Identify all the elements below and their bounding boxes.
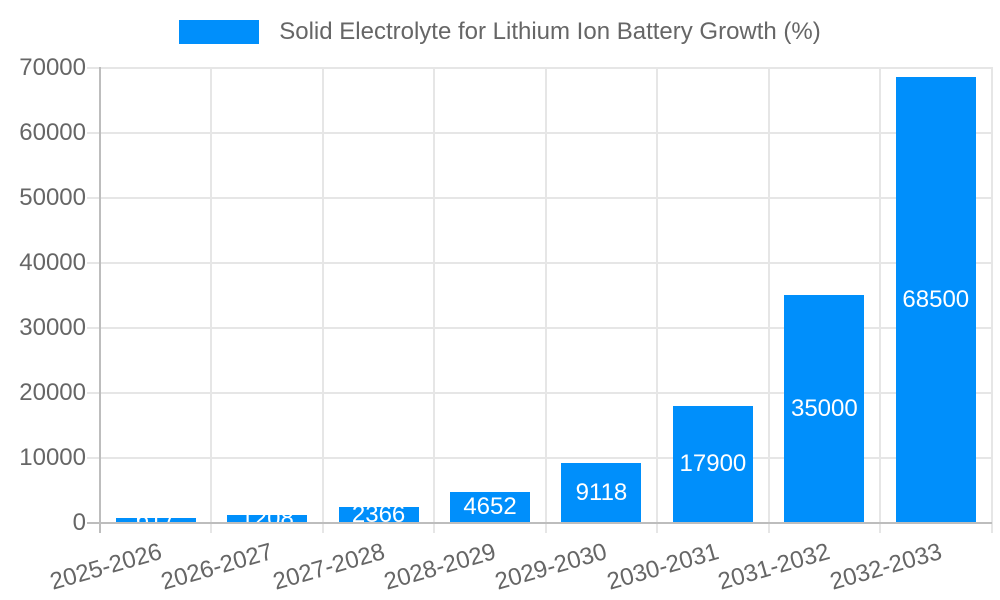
x-gridline (990, 66, 993, 533)
y-gridline (87, 326, 992, 329)
bar-value-label: 4652 (463, 493, 517, 521)
y-axis-tick-label: 70000 (19, 53, 86, 81)
bar[interactable] (450, 492, 531, 523)
legend-swatch-icon (179, 20, 260, 44)
x-axis-line (87, 521, 992, 524)
legend-label: Solid Electrolyte for Lithium Ion Batter… (279, 18, 821, 45)
bar[interactable] (115, 518, 196, 523)
y-gridline (87, 261, 992, 264)
x-gridline (210, 66, 213, 533)
bar[interactable] (227, 514, 308, 523)
x-gridline (544, 66, 547, 533)
x-gridline (433, 66, 436, 533)
y-gridline (87, 456, 992, 459)
bar-value-label: 17900 (679, 450, 747, 478)
y-axis-line (99, 66, 101, 533)
bar[interactable] (338, 507, 419, 523)
bar-value-label: 9118 (575, 478, 628, 506)
bar[interactable] (784, 295, 865, 523)
chart-legend[interactable]: Solid Electrolyte for Lithium Ion Batter… (0, 20, 1000, 44)
y-gridline (87, 66, 992, 69)
y-axis-tick-label: 50000 (19, 183, 86, 211)
y-axis-tick-label: 10000 (19, 443, 86, 471)
y-axis-tick-label: 20000 (19, 378, 86, 406)
bar[interactable] (895, 77, 976, 523)
bar-value-label: 1208 (240, 504, 294, 532)
y-gridline (87, 131, 992, 134)
bar[interactable] (561, 463, 642, 523)
y-axis-tick-label: 40000 (19, 248, 86, 276)
x-gridline (767, 66, 770, 533)
y-axis-tick-label: 0 (72, 508, 86, 536)
bar[interactable] (672, 406, 753, 523)
y-axis-tick-label: 60000 (19, 118, 86, 146)
bar-value-label: 35000 (790, 394, 858, 422)
x-gridline (656, 66, 659, 533)
y-gridline (87, 391, 992, 394)
x-gridline (879, 66, 882, 533)
x-gridline (321, 66, 324, 533)
bar-value-label: 617 (135, 506, 176, 534)
y-axis-tick-label: 30000 (19, 313, 86, 341)
y-gridline (87, 196, 992, 199)
bar-value-label: 68500 (902, 285, 970, 313)
